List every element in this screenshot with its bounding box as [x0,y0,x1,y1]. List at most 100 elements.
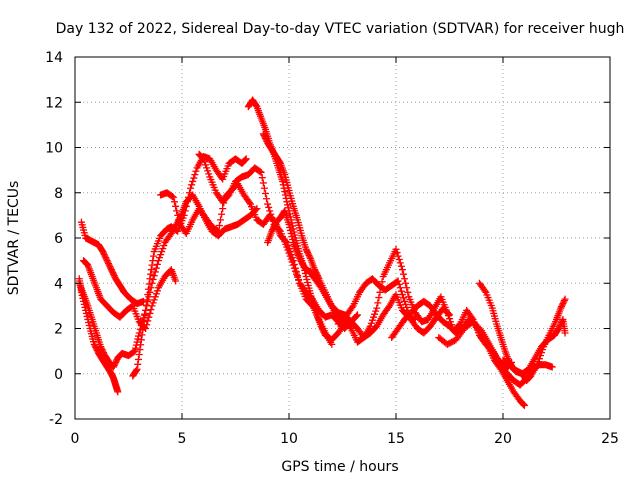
x-tick-label: 20 [494,431,512,447]
data-point [100,249,108,257]
series-track-7 [195,150,361,332]
data-point [144,317,152,325]
data-point [548,363,556,371]
series-track-4 [75,191,261,371]
data-point [204,167,212,175]
data-point [305,251,313,259]
data-point [98,346,106,354]
data-point [403,303,411,311]
data-point [218,210,226,218]
data-point [269,224,277,232]
data-point [260,184,268,192]
data-point [295,253,303,261]
data-point [199,154,207,162]
data-point [348,303,356,311]
data-point [288,232,296,240]
data-point [264,200,272,208]
data-point [367,319,375,327]
data-point [158,248,166,256]
data-point [283,243,291,251]
data-point [402,279,410,287]
data-point [110,272,118,280]
data-point [97,344,105,352]
data-point [304,248,312,256]
data-point [399,294,407,302]
data-point [107,264,115,272]
data-point [401,297,409,305]
data-point [375,294,383,302]
data-point [141,311,149,319]
y-tick-label: 2 [54,322,63,338]
data-point [137,341,145,349]
data-point [284,204,292,212]
data-point [202,161,210,169]
data-point [134,360,142,368]
data-point [271,221,279,229]
data-point [285,220,293,228]
data-points [75,96,569,409]
data-point [153,287,161,295]
data-point [395,255,403,263]
data-point [190,174,198,182]
data-point [184,193,192,201]
data-point [372,307,380,315]
data-point [181,207,189,215]
data-point [286,223,294,231]
data-point [131,347,139,355]
data-point [295,276,303,284]
data-point [149,299,157,307]
data-point [187,184,195,192]
series-track-2 [77,218,147,308]
data-point [139,321,147,329]
data-point [291,267,299,275]
data-point [214,227,222,235]
data-point [373,304,381,312]
data-point [136,346,144,354]
data-point [110,361,118,369]
data-point [169,193,177,201]
data-point [102,255,110,263]
data-point [557,303,565,311]
data-point [319,327,327,335]
data-point [443,309,451,317]
x-tick-label: 25 [601,431,619,447]
data-point [147,306,155,314]
data-point [133,338,141,346]
data-point [352,312,360,320]
data-point [286,252,294,260]
data-point [533,361,541,369]
series-track-5 [129,153,250,380]
data-point [146,309,154,317]
data-point [275,226,283,234]
data-point [111,360,119,368]
y-tick-label: 10 [45,141,63,157]
data-point [168,193,176,201]
data-point [83,312,91,320]
data-point [481,287,489,295]
data-point [148,261,156,269]
data-point [283,198,291,206]
data-point [520,401,528,409]
data-point [311,266,319,274]
data-point [296,254,304,262]
data-point [183,198,191,206]
data-point [151,293,159,301]
data-point [296,256,304,264]
data-point [132,344,140,352]
data-point [191,171,199,179]
data-point [289,261,297,269]
data-point [289,236,297,244]
data-point [560,297,568,305]
data-point [112,358,120,366]
data-point [200,158,208,166]
data-point [303,247,311,255]
data-point [142,301,150,309]
data-point [259,130,267,138]
axis-ticks: 0 5 10 15 20 25 -2 0 2 4 6 8 10 12 14 [45,50,619,447]
data-point [279,177,287,185]
data-point [558,317,566,325]
data-point [175,216,183,224]
data-point [290,264,298,272]
data-point [157,251,165,259]
